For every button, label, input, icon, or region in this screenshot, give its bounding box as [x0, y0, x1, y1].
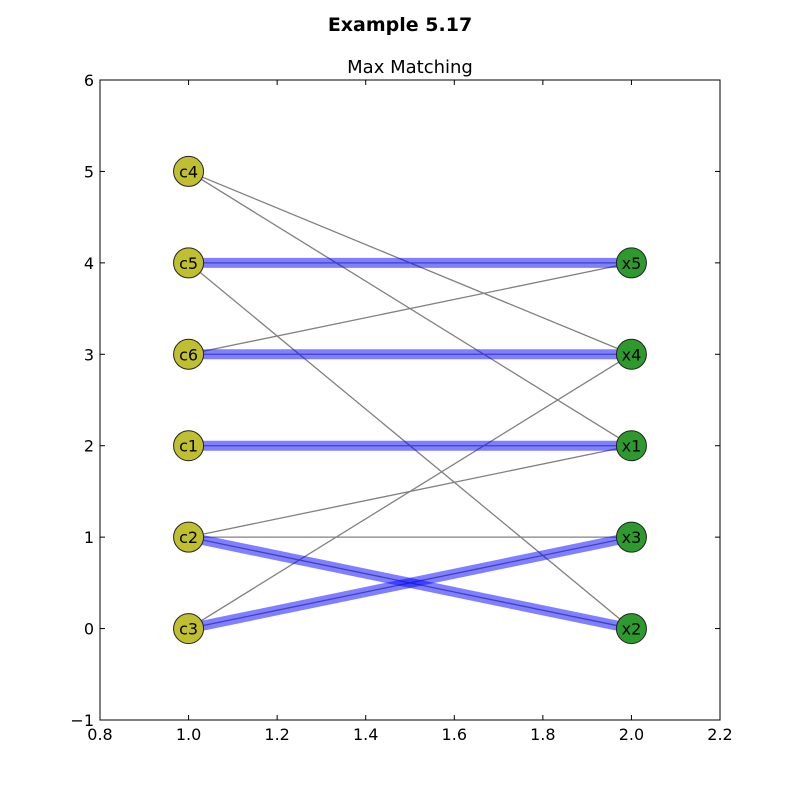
- node-c1: [173, 430, 205, 462]
- x-tick-label: 1.4: [353, 725, 378, 744]
- node-c2: [173, 521, 205, 553]
- node-c5: [173, 247, 205, 279]
- x-tick-label: 0.8: [87, 725, 112, 744]
- node-label-c6: c6: [179, 345, 198, 364]
- y-tick-label: 4: [84, 254, 94, 273]
- node-label-c4: c4: [179, 162, 198, 181]
- x-tick-label: 1.2: [264, 725, 289, 744]
- node-label-c5: c5: [179, 254, 198, 273]
- x-tick-label: 2.2: [707, 725, 732, 744]
- x-tick-label: 1.6: [442, 725, 467, 744]
- y-tick-label: 2: [84, 437, 94, 456]
- node-x2: [615, 613, 647, 645]
- y-tick-label: 0: [84, 620, 94, 639]
- edge-c6-x5: [188, 262, 632, 355]
- nodes-layer: c4 c5 c6 c1 c2 c3 x5 x4 x1 x3 x2: [173, 155, 647, 645]
- node-label-x3: x3: [622, 528, 642, 547]
- x-tick-label: 2.0: [619, 725, 644, 744]
- y-tick-label: 5: [84, 162, 94, 181]
- matching-edge-c3-x3: [187, 532, 633, 634]
- node-x1: [615, 430, 647, 462]
- node-label-c1: c1: [179, 437, 198, 456]
- figure-suptitle: Example 5.17: [328, 14, 472, 36]
- x-tick-label: 1.8: [530, 725, 555, 744]
- plot-frame: [99, 79, 721, 721]
- matching-layer: [187, 257, 633, 634]
- node-label-c2: c2: [179, 528, 198, 547]
- node-x5: [615, 247, 647, 279]
- edge-c3-x4: [188, 353, 632, 630]
- node-label-x5: x5: [622, 254, 642, 273]
- node-label-x1: x1: [622, 437, 642, 456]
- node-label-x2: x2: [622, 620, 642, 639]
- y-tick-label: 3: [84, 345, 94, 364]
- x-tick-label: 1.0: [176, 725, 201, 744]
- node-c6: [173, 338, 205, 370]
- node-c4: [173, 155, 205, 187]
- chart-title: Max Matching: [347, 57, 473, 78]
- y-tick-label: 6: [84, 71, 94, 90]
- node-label-c3: c3: [179, 620, 198, 639]
- node-c3: [173, 613, 205, 645]
- y-tick-label: 1: [84, 528, 94, 547]
- axes-layer: 0.8 1.0 1.2 1.4 1.6 1.8 2.0 2.2 −1 0 1 2 3 4 5 6: [70, 71, 732, 744]
- node-x4: [615, 338, 647, 370]
- y-tick-label: −1: [70, 711, 94, 730]
- node-x3: [615, 521, 647, 553]
- node-label-x4: x4: [622, 345, 642, 364]
